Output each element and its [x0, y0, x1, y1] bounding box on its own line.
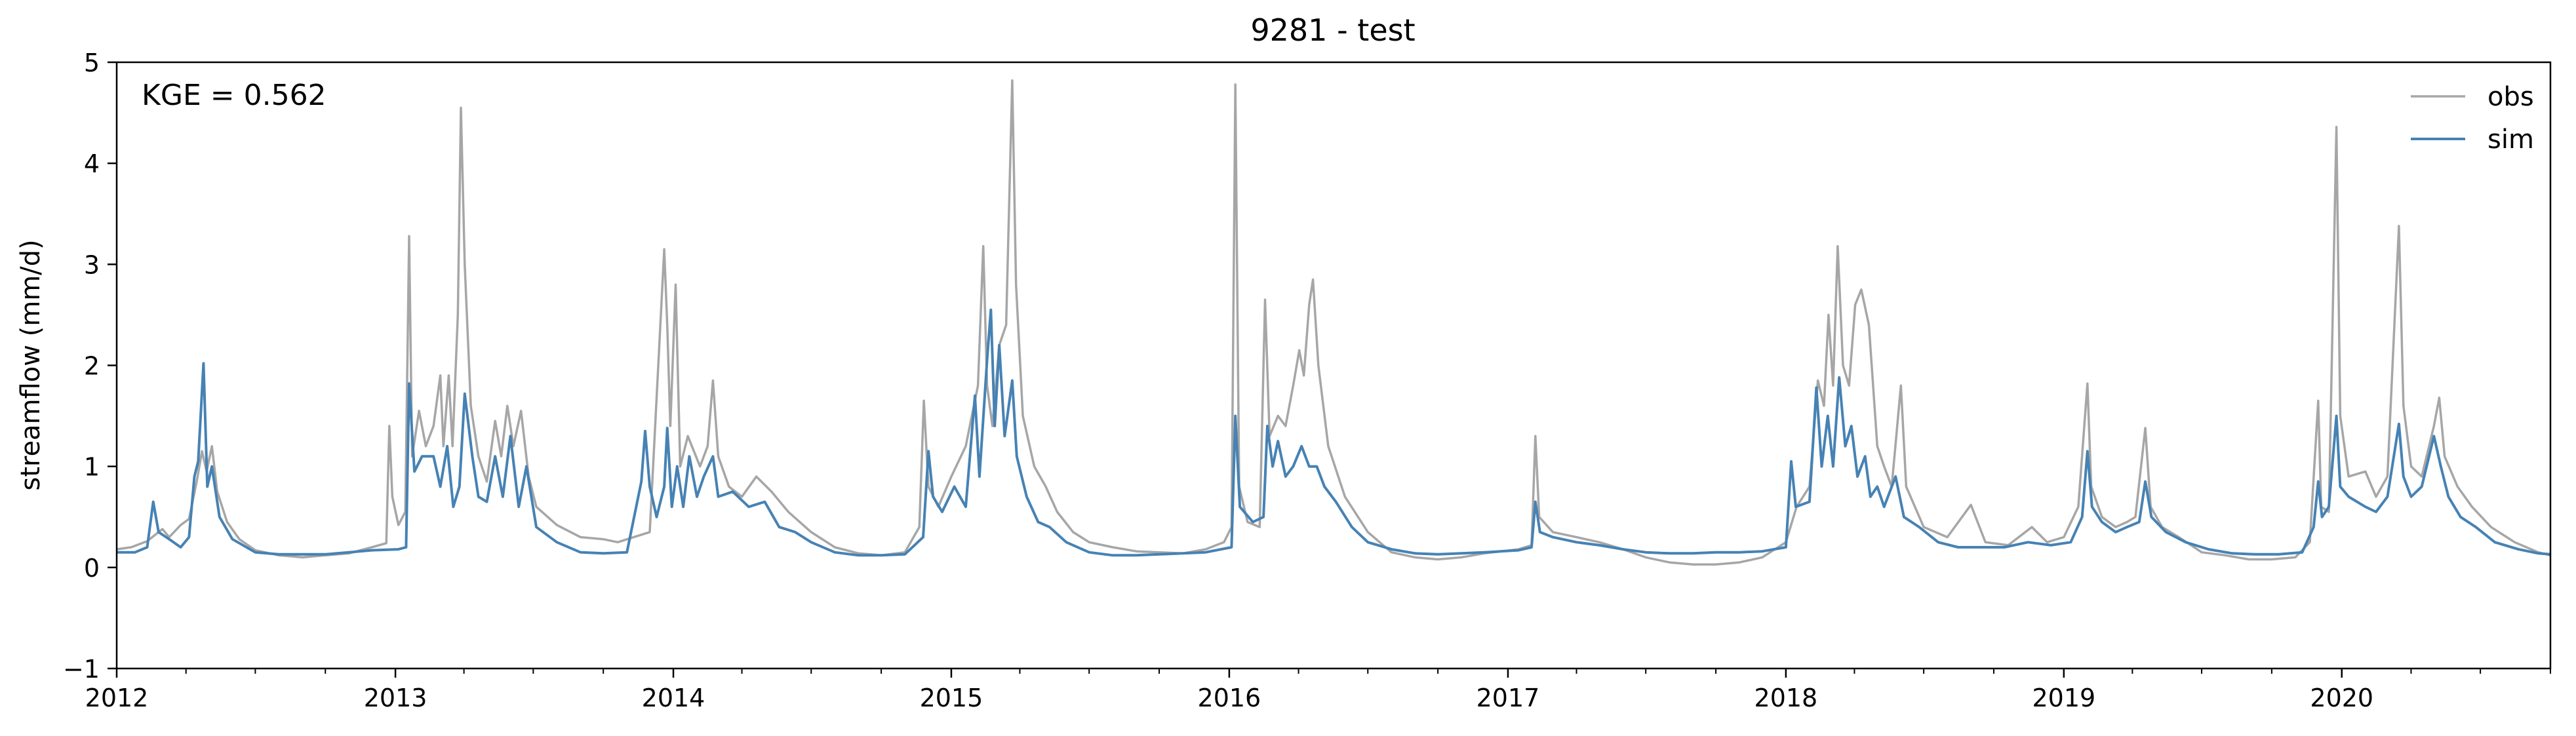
- kge-annotation: KGE = 0.562: [142, 79, 327, 112]
- x-tick-label: 2017: [1476, 684, 1540, 712]
- x-tick-label: 2013: [364, 684, 427, 712]
- sim-series-line: [117, 308, 2551, 557]
- x-axis: 2012 2013 2014 2015 2016 2017 2018 2019 2020: [85, 668, 2551, 712]
- axes-frame: [115, 61, 2552, 670]
- y-tick-label: 3: [84, 250, 100, 279]
- y-tick-label: 0: [84, 554, 100, 583]
- y-tick-label: −1: [63, 655, 100, 684]
- x-tick-label: 2015: [920, 684, 983, 712]
- y-tick-label: 2: [84, 352, 100, 381]
- chart-title: 9281 - test: [1250, 12, 1415, 48]
- legend: obs sim: [2411, 82, 2534, 155]
- y-axis-label: streamflow (mm/d): [16, 239, 46, 490]
- y-axis: −1 0 1 2 3 4 5: [63, 48, 117, 684]
- y-tick-label: 1: [84, 453, 100, 482]
- legend-obs-label: obs: [2487, 82, 2534, 112]
- x-tick-label: 2016: [1198, 684, 1261, 712]
- y-tick-label: 5: [84, 48, 100, 77]
- x-tick-label: 2018: [1754, 684, 1818, 712]
- x-tick-label: 2014: [642, 684, 705, 712]
- y-tick-label: 4: [84, 149, 100, 178]
- x-tick-label: 2020: [2310, 684, 2373, 712]
- plot-area: [116, 79, 2551, 566]
- legend-sim-label: sim: [2487, 125, 2534, 155]
- obs-series-line: [116, 79, 2551, 566]
- x-tick-label: 2019: [2032, 684, 2095, 712]
- x-tick-label: 2012: [85, 684, 149, 712]
